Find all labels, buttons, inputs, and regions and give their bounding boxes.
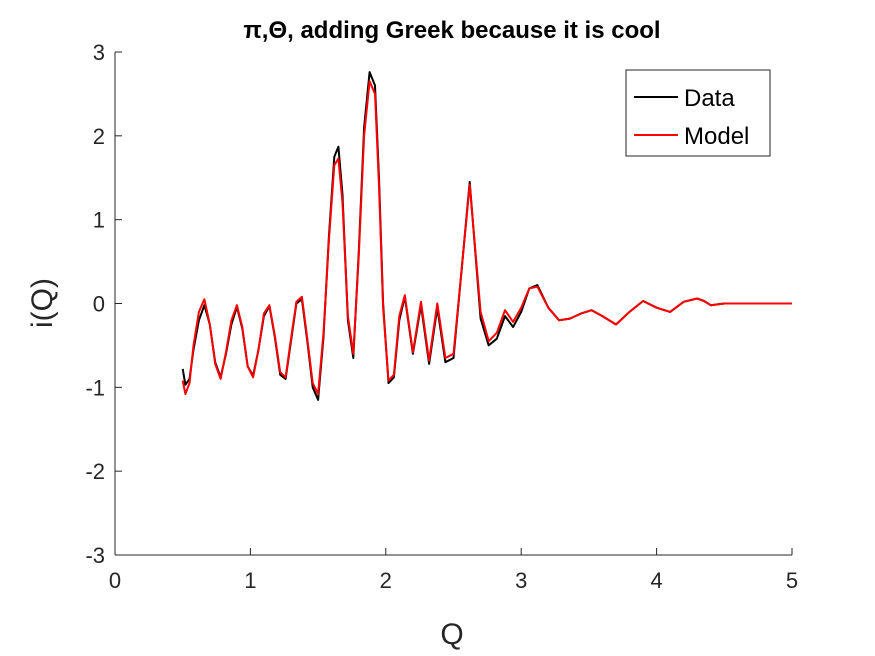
legend: Data Model	[625, 69, 771, 157]
y-tick-label: 0	[93, 292, 105, 317]
x-tick-label: 1	[244, 568, 256, 593]
x-tick-label: 3	[515, 568, 527, 593]
x-tick-label: 4	[650, 568, 662, 593]
x-tick-label: 0	[109, 568, 121, 593]
y-axis-label: i(Q)	[26, 278, 59, 328]
x-tick-label: 5	[786, 568, 798, 593]
x-tick-label: 2	[380, 568, 392, 593]
y-tick-label: -2	[85, 459, 105, 484]
legend-label: Data	[684, 85, 735, 112]
series-line-model	[181, 80, 792, 395]
legend-box	[625, 69, 771, 157]
x-axis-label: Q	[440, 618, 463, 651]
y-tick-label: 2	[93, 124, 105, 149]
y-tick-label: 1	[93, 208, 105, 233]
y-tick-label: 3	[93, 40, 105, 65]
chart-title: π,Θ, adding Greek because it is cool	[243, 17, 660, 44]
y-tick-label: -3	[85, 543, 105, 568]
plot-area: 0 1 2 3 4 5 -3 -2 -1 0 1 2 3	[85, 40, 798, 593]
y-tick-label: -1	[85, 375, 105, 400]
legend-label: Model	[684, 123, 749, 150]
